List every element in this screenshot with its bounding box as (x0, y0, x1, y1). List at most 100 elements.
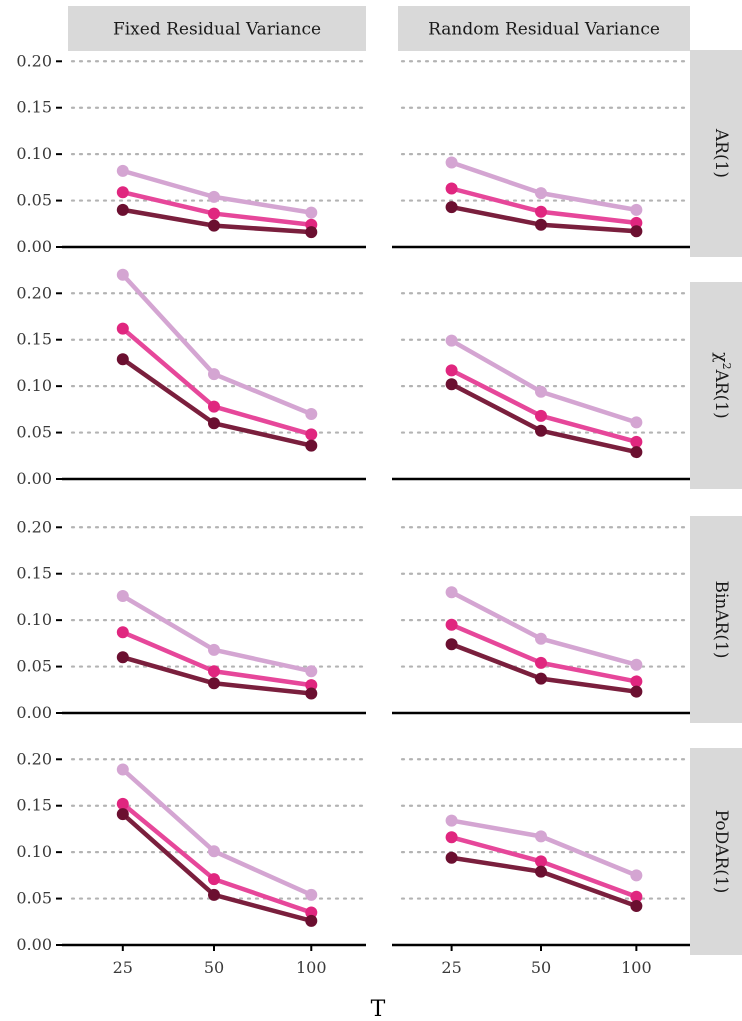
data-point-2 (535, 865, 547, 878)
data-point-2 (116, 353, 129, 366)
data-point-1 (630, 216, 643, 229)
data-point-0 (305, 888, 318, 901)
data-point-1 (116, 322, 129, 335)
row-strip-1: χ2AR(1) (690, 282, 742, 489)
row-strip-label: AR(1) (711, 128, 731, 178)
row-strip-3: PoDAR(1) (690, 748, 742, 955)
data-point-1 (535, 205, 547, 218)
data-point-1 (535, 855, 547, 868)
y-tick-label: 0.00 (16, 935, 52, 954)
data-point-2 (208, 417, 220, 430)
series-line-1 (121, 630, 312, 688)
y-tick-label: 0.05 (16, 423, 52, 442)
row-strip-2: BinAR(1) (690, 516, 742, 723)
row-strip-bg (690, 748, 742, 955)
data-point-2 (208, 888, 220, 901)
row-strip-0: AR(1) (690, 50, 742, 257)
column-strip-1: Random Residual Variance (398, 6, 690, 51)
data-point-2 (208, 677, 220, 690)
data-point-2 (630, 446, 643, 459)
data-point-0 (116, 763, 129, 776)
y-tick-label: 0.20 (16, 749, 52, 768)
data-point-2 (630, 900, 643, 912)
data-point-2 (630, 225, 643, 238)
row-strip-bg (690, 282, 742, 489)
y-tick-label: 0.15 (16, 564, 52, 583)
column-strip-bg (68, 6, 366, 51)
data-point-0 (445, 586, 458, 599)
data-point-0 (208, 845, 220, 858)
column-strip-label: Random Residual Variance (428, 20, 660, 40)
data-point-0 (630, 658, 643, 671)
y-tick-label: 0.00 (16, 703, 52, 722)
data-point-0 (305, 206, 318, 219)
series-line-0 (121, 594, 312, 674)
data-point-2 (445, 201, 458, 214)
row-label-rest: AR(1) (711, 369, 731, 419)
data-point-1 (630, 675, 643, 688)
data-point-2 (445, 638, 458, 651)
y-tick-label: 0.10 (16, 144, 52, 163)
y-tick-label: 0.15 (16, 330, 52, 349)
data-point-0 (116, 268, 129, 281)
data-point-2 (116, 203, 129, 216)
data-point-2 (305, 439, 318, 452)
data-point-0 (630, 203, 643, 216)
data-point-1 (630, 435, 643, 448)
y-tick-label: 0.15 (16, 98, 52, 117)
y-tick-label: 0.05 (16, 191, 52, 210)
x-tick-label: 50 (204, 958, 224, 977)
data-point-0 (535, 632, 547, 645)
column-strip-bg (398, 6, 690, 51)
data-point-2 (535, 218, 547, 231)
data-point-1 (208, 207, 220, 220)
data-point-2 (630, 685, 643, 698)
data-point-0 (535, 385, 547, 398)
y-tick-label: 0.00 (16, 237, 52, 256)
data-point-1 (445, 364, 458, 377)
data-point-1 (445, 831, 458, 844)
y-tick-label: 0.20 (16, 51, 52, 70)
data-point-1 (305, 906, 318, 919)
data-point-1 (116, 186, 129, 199)
y-tick-label: 0.05 (16, 657, 52, 676)
data-point-1 (208, 400, 220, 413)
row-label-base: χ (711, 352, 731, 362)
row-strip-label: χ2AR(1) (711, 352, 733, 418)
column-strip-0: Fixed Residual Variance (68, 6, 366, 51)
series-line-0 (121, 273, 313, 417)
y-tick-label: 0.20 (16, 283, 52, 302)
data-point-2 (208, 219, 220, 232)
data-point-1 (208, 873, 220, 886)
data-point-0 (535, 187, 547, 200)
column-strip-label: Fixed Residual Variance (113, 20, 321, 40)
data-point-0 (208, 368, 220, 381)
data-point-0 (208, 190, 220, 203)
y-tick-label: 0.15 (16, 796, 52, 815)
data-point-2 (305, 226, 318, 239)
data-point-0 (116, 590, 129, 602)
data-point-2 (116, 651, 129, 664)
data-point-1 (445, 182, 458, 195)
data-point-2 (305, 914, 318, 927)
data-point-1 (445, 618, 458, 631)
y-tick-label: 0.05 (16, 889, 52, 908)
y-tick-label: 0.10 (16, 610, 52, 629)
row-label-superscript: 2 (720, 363, 733, 370)
data-point-2 (445, 851, 458, 864)
data-point-0 (535, 830, 547, 843)
data-point-2 (445, 378, 458, 391)
data-point-1 (116, 797, 129, 810)
data-point-1 (116, 626, 129, 639)
data-point-0 (305, 408, 318, 420)
x-tick-label: 100 (621, 958, 652, 977)
data-point-2 (305, 687, 318, 700)
data-point-0 (116, 164, 129, 177)
data-point-2 (535, 672, 547, 685)
x-tick-label: 25 (441, 958, 461, 977)
y-tick-label: 0.10 (16, 376, 52, 395)
data-point-0 (630, 869, 643, 882)
data-point-1 (535, 656, 547, 669)
data-point-0 (630, 416, 643, 429)
